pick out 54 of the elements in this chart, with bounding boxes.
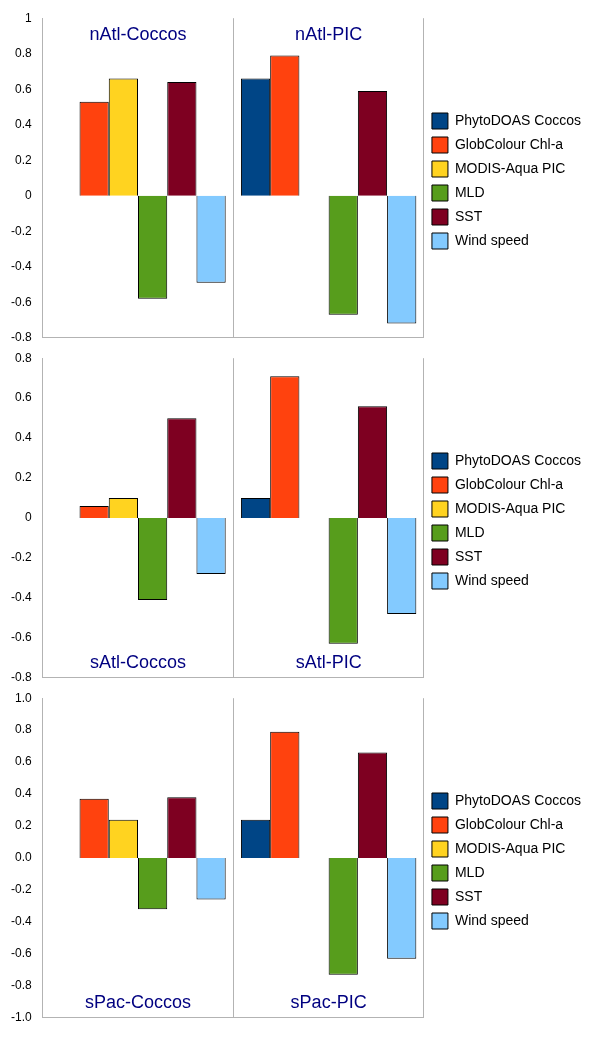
y-tick-label: -0.6 [10,946,32,961]
legend-label: PhytoDOAS Coccos [454,791,582,808]
y-tick-label: -0.2 [10,223,32,238]
legend-label: Wind speed [454,231,529,248]
y-tick-label: 1 [24,10,32,25]
y-tick-label: -0.2 [10,882,32,897]
category-label: nAtl-Coccos [89,24,187,45]
legend-label: MODIS-Aqua PIC [454,839,566,856]
category-label: sAtl-Coccos [89,651,187,672]
y-tick-label: 0.6 [14,390,32,405]
y-tick-label: -0.6 [10,630,32,645]
y-tick-label: 0.8 [14,722,32,737]
y-tick-label: 0.4 [14,786,32,801]
y-tick-label: -0.4 [10,259,32,274]
category-label: sAtl-PIC [295,651,362,672]
category-label: sPac-Coccos [84,991,192,1012]
legend-label: PhytoDOAS Coccos [454,451,582,468]
y-tick-label: -0.4 [10,914,32,929]
category-label: sPac-PIC [290,991,367,1012]
y-tick-label: 0.6 [14,754,32,769]
y-tick-label: 0.2 [14,152,32,167]
y-tick-label: 0.2 [14,470,32,485]
y-tick-label: -0.8 [10,670,32,685]
y-tick-label: 0 [24,188,32,203]
legend-label: SST [454,887,483,904]
y-tick-label: -1.0 [10,1010,32,1025]
legend-label: MODIS-Aqua PIC [454,499,566,516]
y-tick-label: 0.4 [14,430,32,445]
legend-label: MLD [454,523,485,540]
legend-label: Wind speed [454,571,529,588]
legend-label: GlobColour Chl-a [454,475,564,492]
y-tick-label: 1.0 [14,690,32,705]
legend-label: MODIS-Aqua PIC [454,159,566,176]
y-tick-label: 0.6 [14,81,32,96]
y-tick-label: 0.0 [14,850,32,865]
y-tick-label: -0.2 [10,550,32,565]
legend-label: SST [454,207,483,224]
y-tick-label: 0 [24,510,32,525]
y-tick-label: -0.8 [10,978,32,993]
legend-label: MLD [454,863,485,880]
legend-label: MLD [454,183,485,200]
legend-label: Wind speed [454,911,529,928]
y-tick-label: 0.8 [14,46,32,61]
y-tick-label: 0.8 [14,350,32,365]
legend-label: SST [454,547,483,564]
legend-label: GlobColour Chl-a [454,815,564,832]
y-tick-label: -0.4 [10,590,32,605]
category-label: nAtl-PIC [295,24,363,45]
legend-label: GlobColour Chl-a [454,135,564,152]
legend-label: PhytoDOAS Coccos [454,111,582,128]
y-tick-label: -0.6 [10,294,32,309]
y-tick-label: -0.8 [10,330,32,345]
y-tick-label: 0.4 [14,117,32,132]
y-tick-label: 0.2 [14,818,32,833]
